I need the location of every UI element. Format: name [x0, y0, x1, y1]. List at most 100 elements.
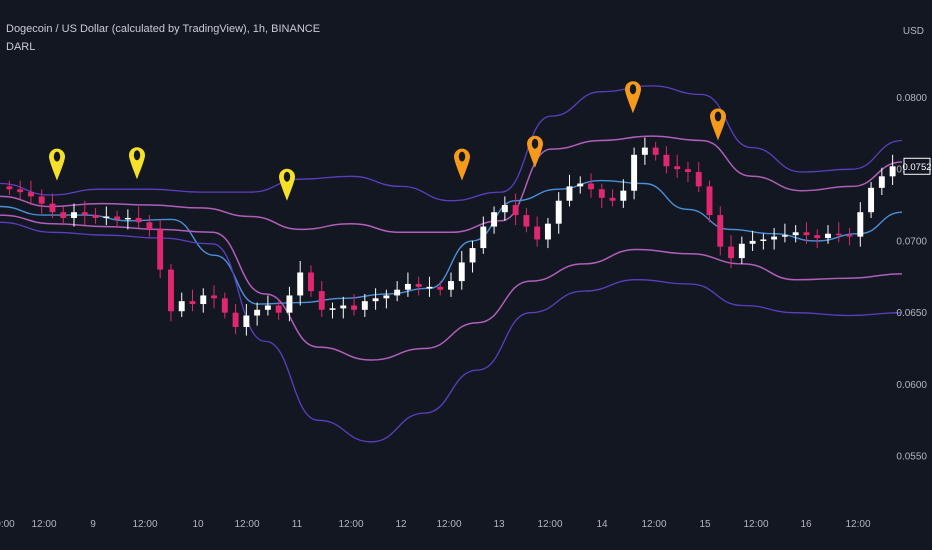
time-axis: 0:00 12:00 9 12:00 10 12:00 11 12:00 12 12:00 13 12…	[0, 519, 871, 530]
band-line	[0, 179, 903, 305]
marker-pin-hole	[458, 151, 466, 162]
candle-body	[889, 166, 896, 177]
candle-body	[814, 235, 821, 239]
candle-body	[771, 236, 778, 240]
price-tick-label: 0.0650	[896, 308, 927, 319]
price-unit-label: USD	[902, 26, 924, 37]
candle-body	[103, 216, 110, 219]
marker-pin-shape	[710, 108, 726, 141]
candle-body	[60, 212, 67, 218]
price-tick-label: 0.0550	[896, 452, 927, 463]
candle-body	[135, 217, 142, 223]
candle-body	[695, 172, 702, 187]
candle-body	[685, 169, 691, 173]
marker-pin-hole	[531, 138, 539, 149]
marker-pin-shape	[129, 147, 145, 180]
signal-marker-icon[interactable]	[625, 81, 641, 114]
candle-body	[243, 315, 250, 328]
marker-pin-hole	[53, 151, 61, 162]
candle-body	[167, 269, 174, 312]
candle-body	[264, 305, 271, 310]
candle-body	[38, 196, 45, 204]
signal-marker-icon[interactable]	[454, 148, 470, 181]
time-tick-label: 12	[395, 519, 407, 530]
time-tick-label: 10	[192, 519, 204, 530]
candle-body	[49, 203, 56, 213]
candle-body	[221, 298, 228, 313]
signal-marker-icon[interactable]	[49, 148, 65, 181]
signal-marker-icon[interactable]	[279, 168, 295, 201]
candle-body	[17, 189, 24, 193]
candle-body	[308, 272, 314, 292]
candle-body	[458, 262, 465, 282]
candle-body	[254, 309, 261, 316]
candle-body	[738, 243, 745, 259]
candle-body	[846, 235, 853, 237]
candle-body	[674, 166, 681, 170]
candle-body	[544, 223, 551, 240]
time-tick-label: 12:00	[338, 519, 363, 530]
candle-body	[361, 301, 368, 310]
marker-pin-hole	[714, 111, 722, 122]
band-line	[0, 85, 903, 202]
candle-body	[157, 229, 164, 270]
candle-body	[437, 286, 444, 290]
time-tick-label: 14	[596, 519, 608, 530]
candle-body	[178, 301, 185, 312]
candle-body	[146, 222, 153, 230]
time-tick-label: 15	[699, 519, 711, 530]
candle-body	[491, 212, 498, 227]
signal-marker-icon[interactable]	[527, 135, 543, 168]
marker-pin-shape	[527, 135, 543, 168]
candle-body	[340, 305, 347, 309]
candle-body	[706, 186, 713, 216]
candle-body	[652, 147, 659, 155]
candle-body	[792, 232, 799, 236]
time-tick-label: 12:00	[845, 519, 870, 530]
candle-body	[469, 248, 476, 263]
candle-body	[609, 197, 616, 201]
candle-body	[415, 283, 422, 287]
candle-body	[232, 312, 239, 328]
candle-body	[275, 305, 282, 313]
candle-body	[868, 187, 875, 213]
time-tick-label: 0:00	[0, 519, 15, 530]
time-tick-label: 12:00	[641, 519, 666, 530]
candle-body	[372, 298, 379, 302]
chart-header: Dogecoin / US Dollar (calculated by Trad…	[6, 22, 320, 55]
candle-body	[200, 295, 207, 305]
indicator-label[interactable]: DARL	[6, 41, 36, 53]
candle-body	[426, 286, 433, 289]
candle-body	[760, 239, 767, 241]
candle-body	[835, 233, 842, 236]
signal-marker-icon[interactable]	[710, 108, 726, 141]
candle-body	[749, 240, 756, 244]
candle-body	[92, 215, 99, 218]
candle-body	[728, 246, 735, 259]
candle-body	[480, 226, 487, 249]
price-tick-label: 0.0600	[896, 380, 927, 391]
candle-body	[211, 295, 217, 299]
candle-body	[124, 217, 131, 220]
candle-body	[329, 308, 336, 310]
candle-body	[318, 291, 325, 310]
time-tick-label: 12:00	[743, 519, 768, 530]
signal-marker-icon[interactable]	[129, 147, 145, 180]
candle-body	[383, 295, 390, 299]
time-tick-label: 11	[292, 519, 303, 530]
candle-body	[555, 200, 562, 224]
time-tick-label: 9	[90, 519, 96, 530]
darl-bands	[0, 85, 903, 443]
candle-body	[717, 215, 724, 247]
candle-body	[512, 205, 519, 216]
candle-body	[501, 205, 508, 213]
candle-body	[351, 305, 358, 310]
candle-body	[781, 235, 788, 237]
symbol-title: Dogecoin / US Dollar (calculated by Trad…	[6, 23, 321, 35]
candle-body	[588, 183, 594, 190]
current-price-label: 0.0752	[902, 162, 931, 173]
signal-markers	[49, 81, 726, 201]
candle-body	[631, 154, 638, 191]
